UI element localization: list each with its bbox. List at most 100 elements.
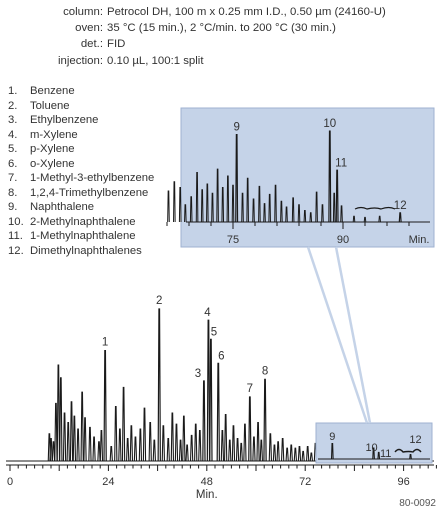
- inset-peak: [246, 177, 249, 223]
- chromatogram-peak: [161, 425, 165, 462]
- peak-compound-name: 2-Methylnaphthalene: [30, 215, 136, 228]
- inset-peak: [297, 204, 301, 223]
- peak-compound-name: 1,2,4-Trimethylbenzene: [30, 186, 149, 199]
- chromatogram-peak: [276, 441, 280, 462]
- peak-number: 1.: [8, 85, 18, 97]
- peak-number: 5.: [8, 143, 18, 156]
- chromatogram-peak: [56, 364, 61, 462]
- chromatogram-peak: [285, 447, 289, 462]
- peak-number: 6.: [8, 157, 18, 170]
- chromatogram-peak: [239, 442, 243, 462]
- peak-number: 9.: [8, 201, 18, 214]
- chromatogram-peak: [272, 444, 277, 462]
- peak-compound-name: Toluene: [30, 99, 70, 112]
- figure-code: 80-0092: [399, 498, 436, 509]
- chromatogram-peak: [224, 414, 228, 462]
- chromatogram-peak: [133, 436, 138, 462]
- peak-number: 10.: [8, 215, 24, 228]
- peak-number: 12.: [8, 245, 24, 258]
- chromatogram-peak: [268, 433, 272, 462]
- chromatogram-peak: [66, 422, 70, 462]
- peak-label: 11: [380, 448, 391, 460]
- peak-label: 2: [156, 295, 162, 307]
- condition-row: injection: 0.10 µL, 100:1 split: [0, 53, 442, 69]
- x-tick-label: 72: [299, 476, 311, 488]
- inset-peak: [263, 203, 266, 223]
- method-conditions: column: Petrocol DH, 100 m x 0.25 mm I.D.…: [0, 4, 442, 69]
- chromatogram-peak: [259, 439, 263, 462]
- chromatogram-peak: [256, 422, 260, 462]
- inset-peak: [274, 184, 277, 223]
- inset-peak: [398, 212, 402, 223]
- condition-value: 0.10 µL, 100:1 split: [107, 54, 204, 67]
- peak-number: 3.: [8, 114, 18, 127]
- inset-peak: [332, 192, 336, 223]
- inset-peak: [167, 190, 170, 223]
- chromatogram-peak: [103, 350, 107, 462]
- inset-x-tick-label: 90: [337, 234, 349, 246]
- condition-label: oven:: [75, 22, 103, 35]
- peak-number: 2.: [8, 99, 18, 112]
- chromatogram-peak: [51, 441, 56, 462]
- chromatogram-peak: [76, 428, 80, 462]
- peak-compound-name: Benzene: [30, 85, 75, 97]
- inset-peak: [235, 134, 239, 223]
- chromatogram-peak: [248, 396, 252, 462]
- inset-peak: [221, 187, 225, 223]
- condition-row: column: Petrocol DH, 100 m x 0.25 mm I.D.…: [0, 4, 442, 20]
- peak-label: 4: [204, 307, 211, 319]
- inset-peak: [241, 192, 244, 223]
- chromatogram-peak: [99, 430, 104, 462]
- chromatogram-peak: [289, 444, 293, 462]
- inset-peak: [340, 205, 343, 223]
- chromatogram-peak: [142, 407, 147, 462]
- x-tick-label: 0: [7, 476, 13, 488]
- chromatogram-peak: [228, 439, 232, 462]
- peak-compound-name: Naphthalene: [30, 201, 95, 214]
- inset-peak: [303, 210, 307, 223]
- chromatogram-peak: [309, 452, 313, 462]
- peak-compound-name: 1-Methyl-3-ethylbenzene: [30, 172, 155, 185]
- chromatogram-peak: [114, 406, 118, 462]
- chromatogram-peak: [178, 439, 183, 462]
- inset-panel-bg: [180, 107, 435, 248]
- inset-peak: [352, 215, 356, 223]
- chromatogram-peak: [206, 319, 211, 462]
- inset-peak-label: 11: [335, 157, 347, 169]
- peak-compound-name: Ethylbenzene: [30, 114, 99, 127]
- peak-compound-name: p-Xylene: [30, 143, 75, 156]
- chromatogram-peak: [121, 386, 126, 462]
- condition-value: 35 °C (15 min.), 2 °C/min. to 200 °C (30…: [107, 22, 336, 35]
- chromatogram-peak: [185, 444, 189, 462]
- chromatogram-peak: [166, 438, 170, 462]
- peak-number: 8.: [8, 186, 18, 199]
- condition-value: FID: [107, 38, 126, 51]
- inset-peak-label: 9: [233, 122, 239, 134]
- inset-peak-label: 10: [323, 118, 336, 130]
- chromatogram-peak: [138, 428, 143, 462]
- inset-dimethylnaphthalene-cluster: [354, 206, 396, 210]
- condition-label: det.:: [80, 38, 103, 51]
- chromatogram-peak: [170, 412, 175, 462]
- peak-label: 3: [195, 368, 201, 380]
- inset-peak: [178, 187, 182, 223]
- chromatogram-peak: [377, 451, 381, 460]
- inset-peak: [321, 204, 324, 223]
- chromatogram-peak: [88, 426, 92, 462]
- inset-peak: [378, 215, 381, 223]
- inset-peak: [231, 184, 235, 223]
- peak-label: 10: [365, 442, 377, 454]
- x-tick-label: 96: [397, 476, 409, 488]
- chromatogram-peak: [80, 391, 84, 462]
- x-axis-label: Min.: [196, 489, 218, 501]
- chromatogram-peak: [189, 434, 194, 462]
- chromatogram-peak: [235, 438, 240, 462]
- peak-compound-name: 1-Methylnaphthalene: [30, 230, 136, 243]
- chromatogram-peak: [220, 430, 225, 462]
- inset-peak: [363, 216, 367, 223]
- inset-peak: [328, 130, 332, 223]
- chromatogram-peak: [330, 443, 334, 460]
- chromatogram-peak: [129, 425, 134, 462]
